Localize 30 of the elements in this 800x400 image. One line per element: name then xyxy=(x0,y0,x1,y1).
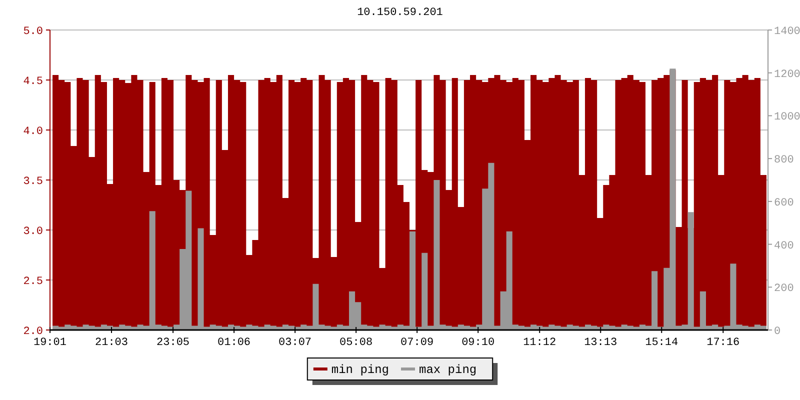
y2-tick-label: 400 xyxy=(774,240,794,252)
x-tick-label: 21:03 xyxy=(95,337,128,349)
chart-title: 10.150.59.201 xyxy=(357,7,444,19)
x-tick-label: 17:16 xyxy=(706,337,740,349)
y2-tick-label: 200 xyxy=(774,283,794,296)
x-tick-label: 03:07 xyxy=(278,337,312,349)
y-tick-label: 4.0 xyxy=(23,126,43,138)
y2-tick-label: 600 xyxy=(774,197,794,210)
y2-tick-label: 0 xyxy=(774,326,781,338)
y2-tick-label: 1400 xyxy=(774,26,800,38)
x-tick-label: 05:08 xyxy=(340,337,373,349)
y-tick-label: 5.0 xyxy=(23,26,43,38)
legend-label: min ping xyxy=(331,363,390,377)
y-tick-label: 3.5 xyxy=(23,176,43,188)
x-tick-label: 13:13 xyxy=(584,337,618,349)
x-tick-label: 09:10 xyxy=(462,337,495,349)
y-tick-label: 2.5 xyxy=(23,276,43,288)
y2-tick-label: 800 xyxy=(774,154,794,167)
x-tick-label: 01:06 xyxy=(218,337,251,349)
legend-label: max ping xyxy=(419,363,477,377)
y-tick-label: 2.0 xyxy=(23,326,43,338)
y2-tick-label: 1000 xyxy=(774,112,800,124)
y-tick-label: 3.0 xyxy=(23,226,43,238)
x-tick-label: 23:05 xyxy=(156,337,190,349)
x-tick-label: 11:12 xyxy=(523,337,556,349)
y-tick-label: 4.5 xyxy=(23,76,43,88)
x-tick-label: 15:14 xyxy=(645,337,679,349)
x-tick-label: 19:01 xyxy=(33,337,67,349)
x-tick-label: 07:09 xyxy=(400,337,434,349)
y2-tick-label: 1200 xyxy=(774,68,800,81)
